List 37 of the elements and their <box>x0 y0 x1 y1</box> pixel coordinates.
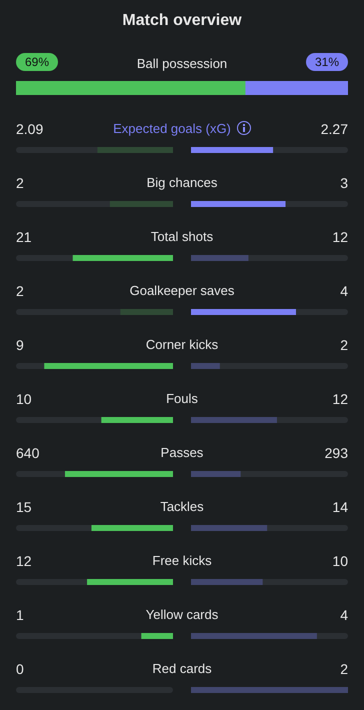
category-label: Goalkeeper saves <box>130 283 234 298</box>
data-label: 640 <box>16 445 40 461</box>
data-label: 31% <box>306 53 348 71</box>
data-label: 2.27 <box>320 121 348 137</box>
data-label: 9 <box>16 337 24 353</box>
data-label: 1 <box>16 607 24 623</box>
category-label: Free kicks <box>152 553 212 568</box>
category-label: Tackles <box>160 499 204 514</box>
category-label: Total shots <box>150 229 214 244</box>
data-label: 14 <box>332 499 348 515</box>
data-label: 15 <box>16 499 32 515</box>
data-label: 10 <box>332 553 348 569</box>
category-label: Expected goals (xG) <box>113 121 231 136</box>
category-label: Yellow cards <box>146 607 218 622</box>
category-label: Ball possession <box>136 56 228 71</box>
data-label: 2 <box>16 175 24 191</box>
data-label: 2 <box>340 661 348 677</box>
data-label: 21 <box>16 229 32 245</box>
data-label: 12 <box>16 553 32 569</box>
data-label: 2 <box>16 283 24 299</box>
data-label: 293 <box>324 445 348 461</box>
data-label: 3 <box>340 175 348 191</box>
category-label: Fouls <box>166 391 198 406</box>
data-label: 10 <box>16 391 32 407</box>
data-label: 2.09 <box>16 121 44 137</box>
category-label: Red cards <box>152 661 212 676</box>
category-label: Big chances <box>146 175 218 190</box>
category-label: Passes <box>160 445 204 460</box>
data-label: 4 <box>340 283 348 299</box>
data-label: 2 <box>340 337 348 353</box>
data-label: 12 <box>332 229 348 245</box>
data-label: 12 <box>332 391 348 407</box>
text: Match overview <box>121 12 243 30</box>
data-label: 4 <box>340 607 348 623</box>
category-label: Corner kicks <box>146 337 218 352</box>
data-label: 69% <box>16 53 58 71</box>
data-label: 0 <box>16 661 24 677</box>
